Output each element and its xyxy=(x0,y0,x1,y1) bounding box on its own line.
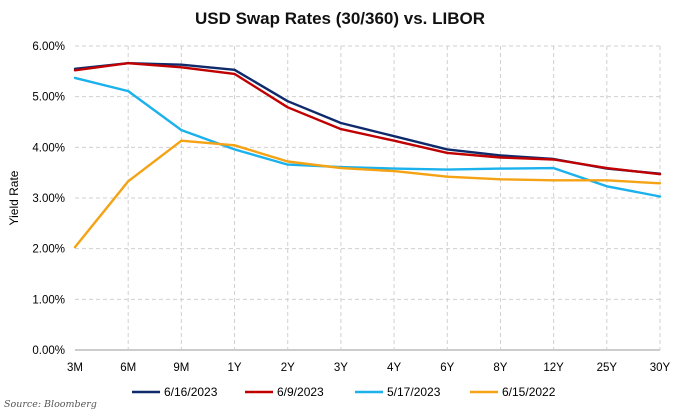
chart-title: USD Swap Rates (30/360) vs. LIBOR xyxy=(195,9,485,28)
y-axis-ticks: 0.00% 1.00% 2.00% 3.00% 4.00% 5.00% 6.00% xyxy=(32,41,65,357)
y-tick-label: 0.00% xyxy=(32,345,65,357)
series-lines xyxy=(73,62,662,249)
y-tick-label: 4.00% xyxy=(32,142,65,154)
legend-label: 6/9/2023 xyxy=(277,385,324,399)
x-tick-label: 3M xyxy=(67,362,83,374)
legend-label: 6/15/2022 xyxy=(502,385,556,399)
x-tick-label: 30Y xyxy=(650,362,671,374)
x-tick-label: 25Y xyxy=(597,362,618,374)
legend: 6/16/2023 6/9/2023 5/17/2023 6/15/2022 xyxy=(132,385,556,399)
series-line-3 xyxy=(73,76,662,198)
y-axis-title: Yield Rate xyxy=(7,170,21,225)
y-tick-label: 6.00% xyxy=(32,41,65,53)
series-line-1 xyxy=(73,62,662,175)
x-tick-label: 8Y xyxy=(493,362,507,374)
x-axis-ticks: 3M 6M 9M 1Y 2Y 3Y 4Y 6Y 8Y 12Y 25Y 30Y xyxy=(67,362,671,374)
y-tick-label: 2.00% xyxy=(32,244,65,256)
y-tick-label: 1.00% xyxy=(32,294,65,306)
x-tick-label: 6M xyxy=(120,362,136,374)
gridlines xyxy=(75,45,661,351)
source-note: Source: Bloomberg xyxy=(4,399,97,410)
legend-label: 5/17/2023 xyxy=(387,385,441,399)
x-tick-label: 2Y xyxy=(281,362,295,374)
x-tick-label: 12Y xyxy=(543,362,564,374)
x-tick-label: 3Y xyxy=(334,362,348,374)
x-tick-label: 1Y xyxy=(228,362,242,374)
x-tick-label: 6Y xyxy=(440,362,454,374)
series-line-4 xyxy=(73,139,662,249)
legend-label: 6/16/2023 xyxy=(164,385,218,399)
series-line-2 xyxy=(73,62,662,176)
y-tick-label: 5.00% xyxy=(32,92,65,104)
x-tick-label: 4Y xyxy=(387,362,401,374)
x-tick-label: 9M xyxy=(173,362,189,374)
y-tick-label: 3.00% xyxy=(32,193,65,205)
